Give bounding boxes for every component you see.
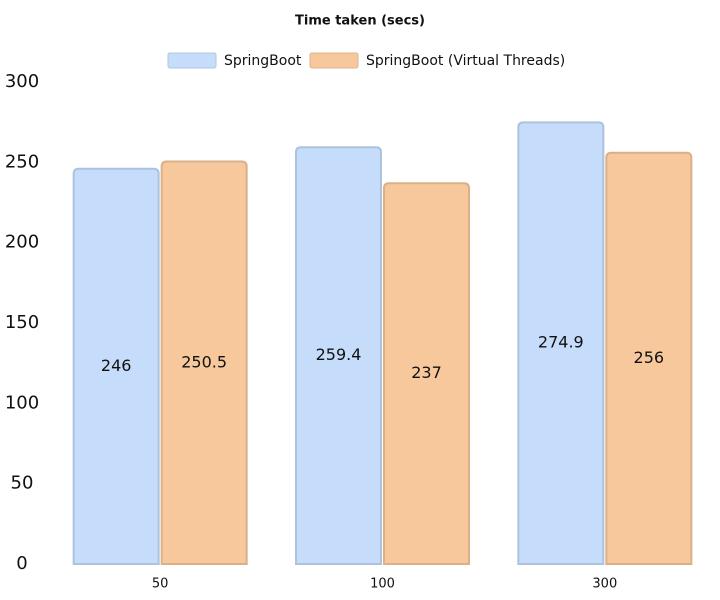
x-tick-label: 50 [152, 577, 169, 592]
bar [295, 146, 382, 565]
y-tick-label: 150 [5, 312, 39, 333]
chart-title: Time taken (secs) [295, 14, 425, 29]
x-tick-label: 100 [370, 577, 395, 592]
value-label: 259.4 [316, 345, 362, 364]
value-label: 246 [101, 356, 132, 375]
bar [383, 182, 470, 565]
value-label: 274.9 [538, 333, 584, 352]
legend-label: SpringBoot (Virtual Threads) [366, 53, 565, 69]
bar [160, 160, 248, 565]
y-tick-label: 200 [5, 232, 39, 253]
value-label: 256 [634, 348, 665, 367]
value-label: 237 [411, 363, 442, 382]
y-tick-label: 250 [5, 151, 39, 172]
y-tick-label: 0 [16, 553, 27, 574]
value-label: 250.5 [181, 352, 227, 371]
bar [517, 121, 605, 565]
bar [605, 151, 693, 565]
x-tick-label: 300 [592, 577, 617, 592]
y-tick-label: 100 [5, 392, 39, 413]
legend-swatch [309, 52, 359, 69]
legend-label: SpringBoot [224, 53, 302, 69]
legend-swatch [167, 52, 217, 69]
bar [72, 167, 160, 565]
y-tick-label: 50 [11, 473, 34, 494]
y-tick-label: 300 [5, 71, 39, 92]
